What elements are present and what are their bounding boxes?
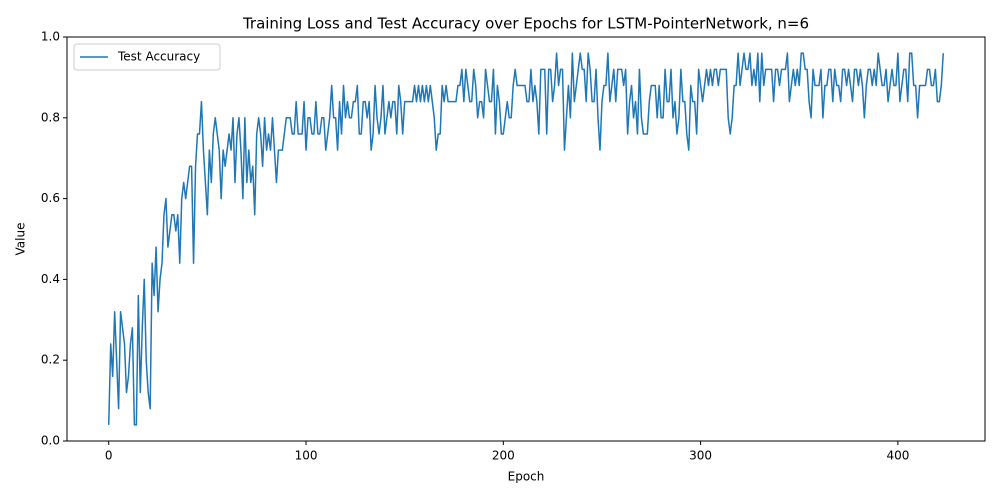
y-tick-label: 0.4 xyxy=(41,272,60,286)
x-tick-label: 400 xyxy=(886,449,909,463)
line-series xyxy=(107,52,945,426)
y-tick-label: 0.8 xyxy=(41,110,60,124)
y-tick-label: 0.6 xyxy=(41,191,60,205)
y-tick-label: 0.0 xyxy=(41,434,60,448)
plot-frame xyxy=(66,36,986,442)
x-tick-label: 100 xyxy=(295,449,318,463)
y-axis-label: Value xyxy=(14,223,28,256)
x-tick-label: 200 xyxy=(492,449,515,463)
x-tick-label: 300 xyxy=(689,449,712,463)
x-axis-label: Epoch xyxy=(508,470,545,484)
y-tick-label: 1.0 xyxy=(41,30,60,44)
legend-box xyxy=(73,43,221,71)
x-tick-label: 0 xyxy=(105,449,113,463)
chart-title: Training Loss and Test Accuracy over Epo… xyxy=(242,15,809,33)
y-tick-label: 0.2 xyxy=(41,353,60,367)
legend-label: Test Accuracy xyxy=(117,50,200,64)
